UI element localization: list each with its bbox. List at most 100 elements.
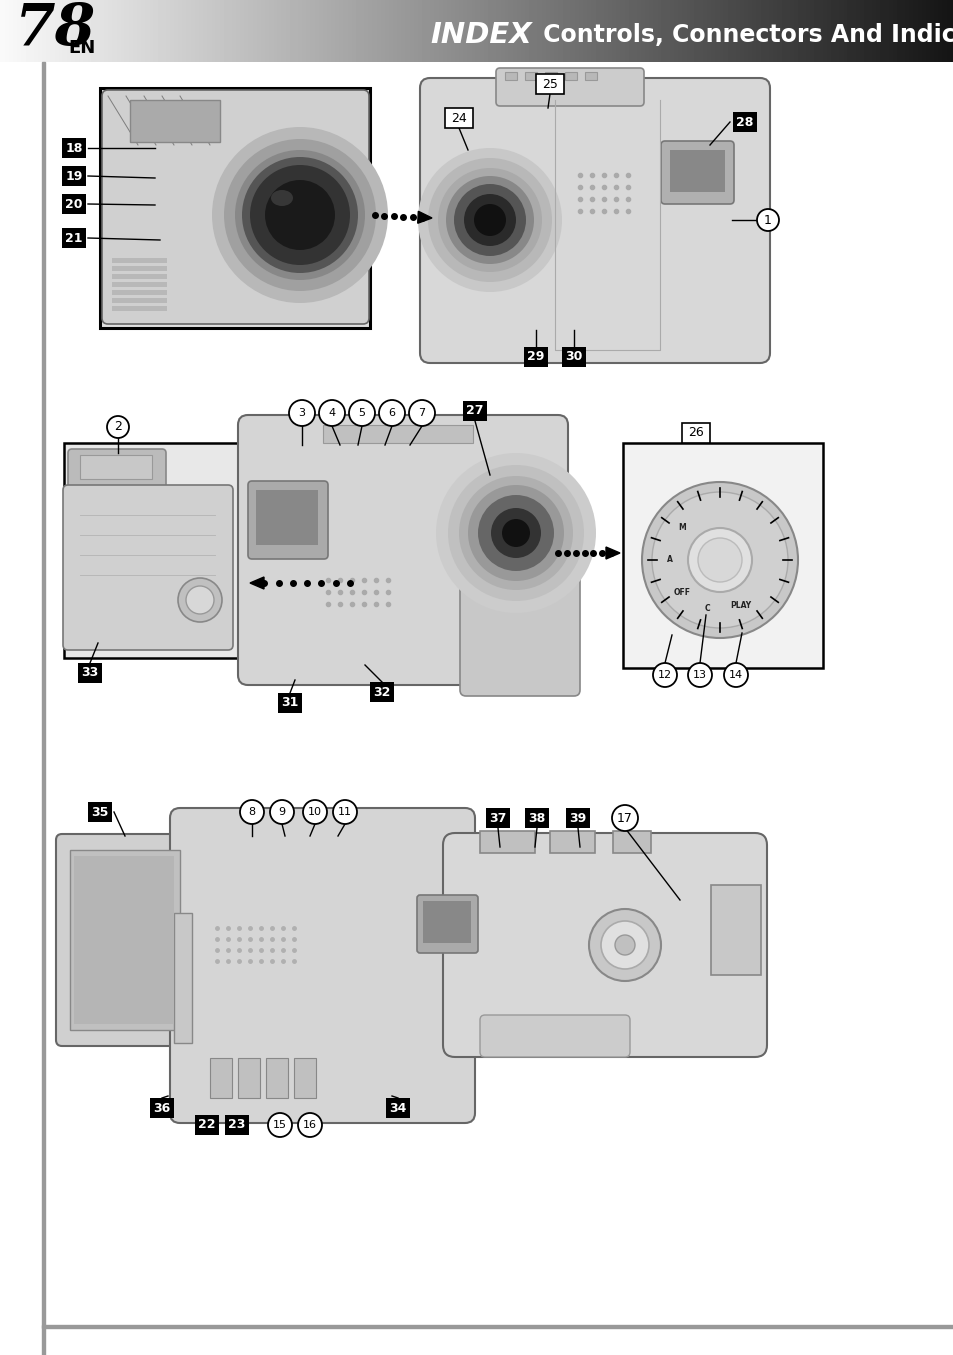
Circle shape (378, 400, 405, 425)
Bar (681, 423, 709, 443)
Text: 3: 3 (298, 408, 305, 417)
Circle shape (454, 184, 525, 256)
Circle shape (612, 805, 638, 831)
Text: M: M (678, 523, 685, 533)
Circle shape (501, 519, 530, 547)
FancyBboxPatch shape (496, 68, 643, 106)
Bar (710, 885, 760, 976)
Bar (112, 257, 167, 263)
Circle shape (349, 400, 375, 425)
Text: 38: 38 (528, 812, 545, 824)
Text: 36: 36 (153, 1102, 171, 1115)
Circle shape (698, 538, 741, 583)
Circle shape (289, 400, 314, 425)
FancyBboxPatch shape (479, 1015, 629, 1057)
Circle shape (641, 482, 797, 638)
Circle shape (458, 476, 573, 589)
FancyBboxPatch shape (459, 575, 579, 696)
Text: 4: 4 (328, 408, 335, 417)
Circle shape (178, 579, 222, 622)
Text: 21: 21 (65, 232, 83, 244)
Text: 11: 11 (337, 808, 352, 817)
Circle shape (234, 150, 365, 280)
Text: A: A (666, 556, 672, 565)
Circle shape (491, 508, 540, 558)
Polygon shape (250, 577, 264, 589)
Bar (564, 72, 577, 80)
Text: 12: 12 (658, 669, 671, 680)
FancyBboxPatch shape (248, 481, 328, 560)
Text: 14: 14 (728, 669, 742, 680)
Text: 9: 9 (278, 808, 285, 817)
Ellipse shape (271, 190, 293, 206)
Circle shape (409, 400, 435, 425)
Circle shape (107, 416, 129, 438)
Text: 35: 35 (91, 805, 109, 818)
Circle shape (297, 1112, 322, 1137)
Circle shape (240, 799, 264, 824)
Bar (173, 913, 192, 1043)
Circle shape (468, 485, 563, 581)
Text: OFF: OFF (673, 588, 689, 596)
Bar (112, 274, 167, 279)
Text: 39: 39 (569, 812, 586, 824)
Polygon shape (605, 547, 619, 560)
Circle shape (436, 453, 596, 612)
Bar (255, 491, 317, 545)
Bar (323, 425, 473, 443)
Text: Controls, Connectors And Indicators: Controls, Connectors And Indicators (535, 23, 953, 47)
Text: C: C (703, 604, 709, 612)
Bar (294, 1058, 315, 1098)
Text: 6: 6 (388, 408, 395, 417)
Circle shape (250, 165, 350, 266)
Bar (100, 88, 370, 328)
Bar (479, 831, 535, 854)
Text: 7: 7 (418, 408, 425, 417)
Circle shape (270, 799, 294, 824)
FancyBboxPatch shape (237, 415, 567, 686)
Circle shape (242, 157, 357, 272)
Text: 30: 30 (565, 351, 582, 363)
Circle shape (588, 909, 660, 981)
Circle shape (651, 492, 787, 627)
Bar (42, 1325, 953, 1328)
Text: 17: 17 (617, 812, 632, 824)
Text: 27: 27 (466, 405, 483, 417)
Circle shape (212, 127, 388, 304)
Bar (444, 108, 473, 127)
Text: 16: 16 (303, 1121, 316, 1130)
Text: 23: 23 (228, 1118, 246, 1131)
FancyBboxPatch shape (63, 485, 233, 650)
Text: 33: 33 (81, 667, 98, 679)
Text: 10: 10 (308, 808, 322, 817)
Text: 13: 13 (692, 669, 706, 680)
Text: 24: 24 (451, 111, 466, 125)
Bar (550, 831, 595, 854)
Text: 1: 1 (763, 214, 771, 226)
Circle shape (687, 528, 751, 592)
Bar (584, 72, 597, 80)
Circle shape (448, 465, 583, 602)
Bar (112, 306, 167, 312)
Bar (524, 72, 537, 80)
Text: 2: 2 (114, 420, 122, 434)
Text: 29: 29 (527, 351, 544, 363)
Circle shape (477, 495, 554, 570)
Bar (130, 100, 220, 142)
Text: 37: 37 (489, 812, 506, 824)
Text: 25: 25 (541, 77, 558, 91)
Polygon shape (417, 211, 432, 224)
Text: 26: 26 (687, 427, 703, 439)
Bar (544, 72, 557, 80)
Text: 32: 32 (373, 686, 391, 698)
Circle shape (268, 1112, 292, 1137)
Circle shape (463, 194, 516, 247)
Text: INDEX: INDEX (430, 20, 531, 49)
Circle shape (437, 168, 541, 272)
Circle shape (428, 159, 552, 282)
FancyBboxPatch shape (102, 89, 369, 324)
Bar (112, 290, 167, 295)
Circle shape (186, 585, 213, 614)
Bar (42, 62, 45, 1355)
Text: 20: 20 (65, 198, 83, 210)
